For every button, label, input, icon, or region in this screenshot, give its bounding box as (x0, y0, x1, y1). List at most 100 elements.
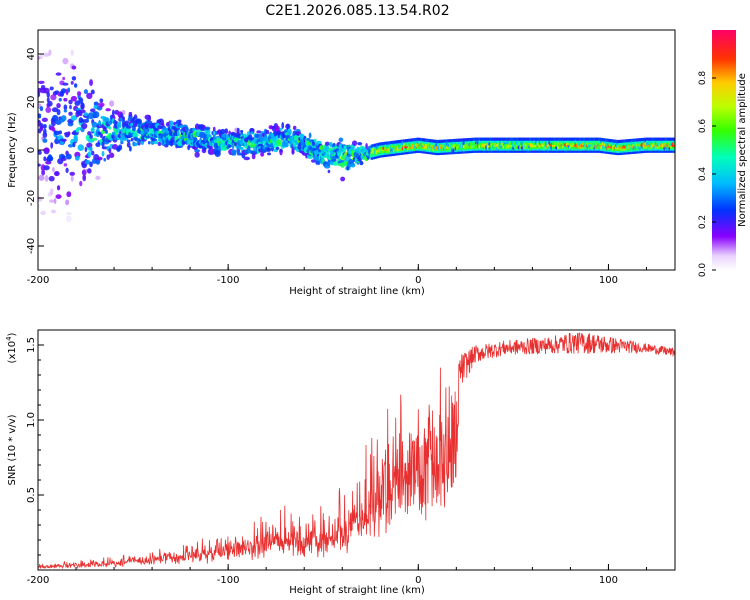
spectrogram-cell (43, 147, 50, 152)
spectrogram-cell (350, 163, 356, 168)
spectrogram-ridge-cell (625, 139, 629, 143)
spectrogram-ridge-cell (380, 154, 384, 158)
spectrogram-ridge-cell (529, 147, 533, 151)
spectrogram-cell (63, 163, 68, 167)
spectrogram-ridge-cell (531, 139, 534, 143)
spectrogram-cell (243, 156, 251, 161)
spectrogram-cell (169, 120, 174, 128)
spectrogram-ridge-cell (546, 137, 550, 141)
spectrogram-ridge-cell (500, 149, 504, 153)
spectrogram-ridge-cell (490, 145, 493, 149)
spectrogram-cell (95, 175, 101, 181)
spectrogram-ridge-cell (615, 149, 618, 153)
spectrogram-cell (71, 65, 77, 70)
spectrogram-cell (240, 129, 244, 134)
spectrogram-ridge-cell (620, 141, 623, 146)
spectrogram-ridge-cell (630, 138, 634, 143)
spectrogram-ridge-cell (480, 137, 483, 141)
spectrogram-ridge-cell (640, 147, 644, 152)
colorbar-tick-label: 0.2 (698, 215, 708, 229)
spectrogram-ridge-cell (550, 139, 553, 143)
spectrogram-ridge-cell (538, 147, 541, 151)
spectrogram-ridge-cell (497, 145, 500, 149)
spectrogram-ridge-cell (418, 149, 422, 153)
spectrogram-ridge-cell (630, 148, 634, 152)
spectrogram-ridge-cell (373, 147, 377, 151)
spectrogram-ridge-cell (560, 141, 564, 145)
spectrogram-cell (254, 133, 260, 139)
spectrogram-cell (178, 119, 182, 124)
spectrogram-ridge-cell (418, 139, 422, 144)
spectrogram-cell (38, 150, 42, 155)
spectrogram-ridge-cell (616, 142, 620, 146)
spectrogram-ridge-cell (392, 152, 396, 156)
spectrogram-ridge-cell (666, 147, 670, 151)
spectrogram-ridge-cell (524, 139, 528, 143)
spectrogram-ridge-cell (391, 152, 394, 157)
colorbar: 0.0 0.2 0.4 0.6 0.8 Normalized spectral ampl… (698, 30, 748, 277)
spectrogram-ridge-cell (426, 148, 430, 152)
spectrogram-ridge-cell (548, 137, 552, 141)
spectrogram-cell (292, 125, 297, 131)
spectrogram-ridge-cell (581, 137, 584, 141)
spectrogram-ridge-cell (598, 149, 601, 153)
spectrogram-ridge-cell (450, 145, 454, 149)
spectrogram-cell (39, 125, 44, 132)
spectrogram-ridge-cell (663, 137, 666, 141)
spectrogram-ridge-cell (538, 137, 541, 141)
spectrogram-ridge-cell (445, 139, 449, 143)
spectrogram-ridge-cell (375, 155, 379, 159)
spectrogram-ridge-cell (379, 152, 382, 156)
spectrogram-ridge-cell (548, 149, 552, 153)
spectrogram-ridge-cell (623, 139, 627, 143)
spectrogram-ridge-cell (515, 145, 519, 149)
spectrogram-ridge-cell (379, 144, 382, 148)
spectrogram-ridge-cell (563, 149, 567, 153)
spectrogram-ridge-cell (622, 147, 625, 151)
spectrogram-cell (54, 171, 59, 176)
spectrogram-cell (68, 99, 73, 105)
spectrogram-ridge-cell (598, 139, 601, 144)
spectrogram-ridge-cell (391, 140, 394, 145)
spectrogram-ridge-cell (498, 147, 502, 151)
spectrogram-ridge-cell (437, 142, 440, 146)
spectrogram-ridge-cell (447, 149, 451, 153)
spectrogram-cell (208, 145, 213, 150)
spectrogram-ridge-cell (589, 149, 593, 153)
spectrogram-ridge-cell (610, 139, 613, 143)
spectrogram-xtick-label: 0 (415, 275, 421, 286)
spectrogram-ridge-cell (493, 147, 497, 151)
spectrogram-cell (73, 134, 78, 142)
spectrogram-cell (194, 149, 201, 153)
spectrogram-ridge-cell (403, 139, 406, 143)
spectrogram-ridge-cell (457, 150, 461, 154)
spectrogram-ridge-cell (438, 141, 442, 146)
spectrogram-ridge-cell (658, 139, 661, 143)
spectrogram-ridge-cell (584, 139, 588, 143)
spectrogram-ridge-cell (581, 149, 584, 153)
spectrogram-ridge-cell (440, 149, 444, 153)
spectrogram-ridge-cell (387, 143, 391, 147)
spectrogram-ridge-cell (546, 149, 550, 153)
spectrogram-ridge-cell (592, 149, 596, 153)
spectrogram-cell (65, 153, 72, 160)
spectrogram-ridge-cell (512, 139, 516, 143)
spectrogram-ridge-cell (652, 141, 656, 145)
spectrogram-cell (69, 171, 76, 176)
spectrogram-ridge-cell (664, 149, 668, 153)
spectrogram-ridge-cell (408, 148, 411, 152)
spectrogram-ridge-cell (604, 138, 608, 142)
spectrogram-ridge-cell (646, 137, 649, 141)
spectrogram-ridge-cell (515, 147, 519, 151)
spectrogram-ridge-cell (574, 147, 577, 151)
spectrogram-ridge-cell (548, 147, 552, 151)
spectrogram-ridge-cell (382, 153, 386, 158)
spectrogram-cell (276, 139, 283, 145)
spectrogram-ridge-cell (403, 151, 406, 155)
colorbar-tick-label: 0.4 (698, 167, 708, 182)
spectrogram-ridge-cell (635, 138, 639, 142)
spectrogram-ridge-cell (503, 149, 507, 153)
spectrogram-ridge-cell (553, 145, 557, 149)
spectrogram-ridge-cell (622, 141, 625, 145)
spectrogram-ridge-cell (497, 139, 500, 143)
